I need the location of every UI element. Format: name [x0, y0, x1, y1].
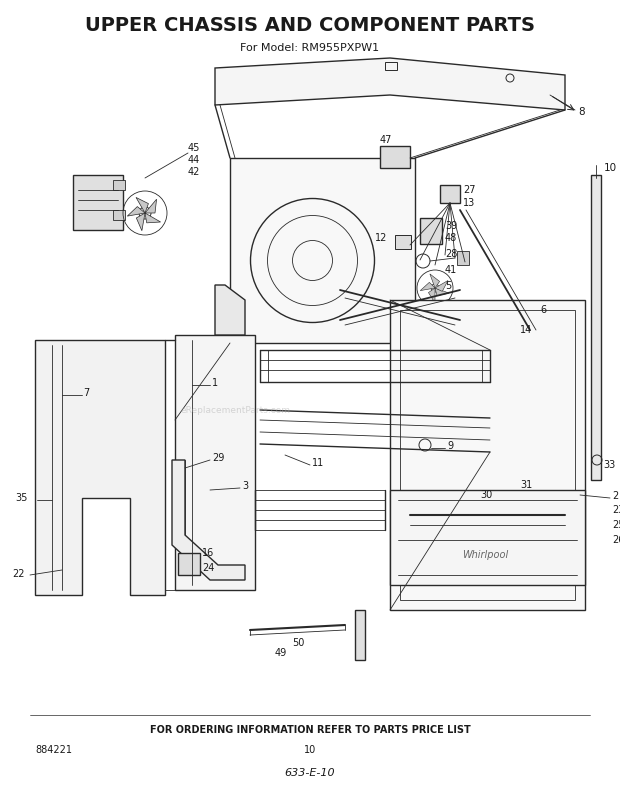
Text: 14: 14: [520, 325, 532, 335]
Text: FOR ORDERING INFORMATION REFER TO PARTS PRICE LIST: FOR ORDERING INFORMATION REFER TO PARTS …: [149, 725, 471, 735]
Bar: [440, 185, 460, 203]
Text: Whirlpool: Whirlpool: [462, 550, 508, 560]
Text: 39: 39: [445, 221, 458, 231]
Bar: [457, 251, 469, 265]
Text: 1: 1: [212, 378, 218, 388]
Text: 35: 35: [15, 493, 27, 503]
Text: 884221: 884221: [35, 745, 72, 755]
Bar: [400, 310, 575, 600]
Text: 42: 42: [188, 167, 200, 177]
Text: 633-E-10: 633-E-10: [285, 768, 335, 778]
Polygon shape: [127, 207, 145, 216]
Text: 49: 49: [275, 648, 287, 658]
Bar: [420, 218, 442, 244]
Text: 10: 10: [304, 745, 316, 755]
Text: 2: 2: [612, 491, 618, 501]
Bar: [113, 180, 125, 190]
Polygon shape: [136, 213, 145, 230]
Text: eReplacementParts.com: eReplacementParts.com: [180, 406, 291, 415]
Text: 6: 6: [540, 305, 546, 315]
Text: 44: 44: [188, 155, 200, 165]
Text: 47: 47: [380, 135, 392, 145]
Text: 24: 24: [202, 563, 215, 573]
Text: 26: 26: [612, 535, 620, 545]
Text: 45: 45: [188, 143, 200, 153]
Text: 7: 7: [83, 388, 89, 398]
Text: 3: 3: [242, 481, 248, 491]
Bar: [73, 175, 123, 230]
Polygon shape: [145, 213, 161, 222]
Text: 10: 10: [604, 163, 617, 173]
Polygon shape: [435, 281, 448, 291]
Polygon shape: [175, 335, 255, 590]
Polygon shape: [390, 300, 585, 610]
Text: 25: 25: [612, 520, 620, 530]
Polygon shape: [591, 175, 601, 480]
Polygon shape: [428, 288, 435, 303]
Polygon shape: [435, 288, 449, 296]
Text: 28: 28: [445, 249, 458, 259]
Text: UPPER CHASSIS AND COMPONENT PARTS: UPPER CHASSIS AND COMPONENT PARTS: [85, 16, 535, 35]
Polygon shape: [35, 340, 165, 595]
Text: 41: 41: [445, 265, 458, 275]
Polygon shape: [172, 460, 245, 580]
Polygon shape: [390, 490, 585, 585]
Text: 23: 23: [612, 505, 620, 515]
Text: For Model: RM955PXPW1: For Model: RM955PXPW1: [241, 43, 379, 53]
Text: 31: 31: [520, 480, 532, 490]
Text: 48: 48: [445, 233, 458, 243]
Text: 9: 9: [447, 441, 453, 451]
Polygon shape: [420, 282, 435, 290]
Text: 11: 11: [312, 458, 324, 468]
Text: 5: 5: [445, 281, 451, 291]
Polygon shape: [136, 197, 148, 213]
Text: 22: 22: [12, 569, 25, 579]
Bar: [385, 62, 397, 70]
Text: 13: 13: [463, 198, 476, 208]
Polygon shape: [215, 285, 245, 335]
Text: 33: 33: [603, 460, 615, 470]
Bar: [380, 146, 410, 168]
Text: 30: 30: [480, 490, 492, 500]
Bar: [178, 553, 200, 575]
Bar: [395, 235, 411, 249]
Polygon shape: [145, 199, 157, 213]
Text: 27: 27: [463, 185, 476, 195]
Text: 29: 29: [212, 453, 224, 463]
Bar: [113, 210, 125, 220]
Text: 8: 8: [578, 107, 585, 117]
Text: 12: 12: [375, 233, 388, 243]
Bar: [230, 158, 415, 343]
Polygon shape: [430, 274, 440, 288]
Polygon shape: [355, 610, 365, 660]
Text: 50: 50: [292, 638, 304, 648]
Polygon shape: [215, 58, 565, 110]
Text: 16: 16: [202, 548, 215, 558]
